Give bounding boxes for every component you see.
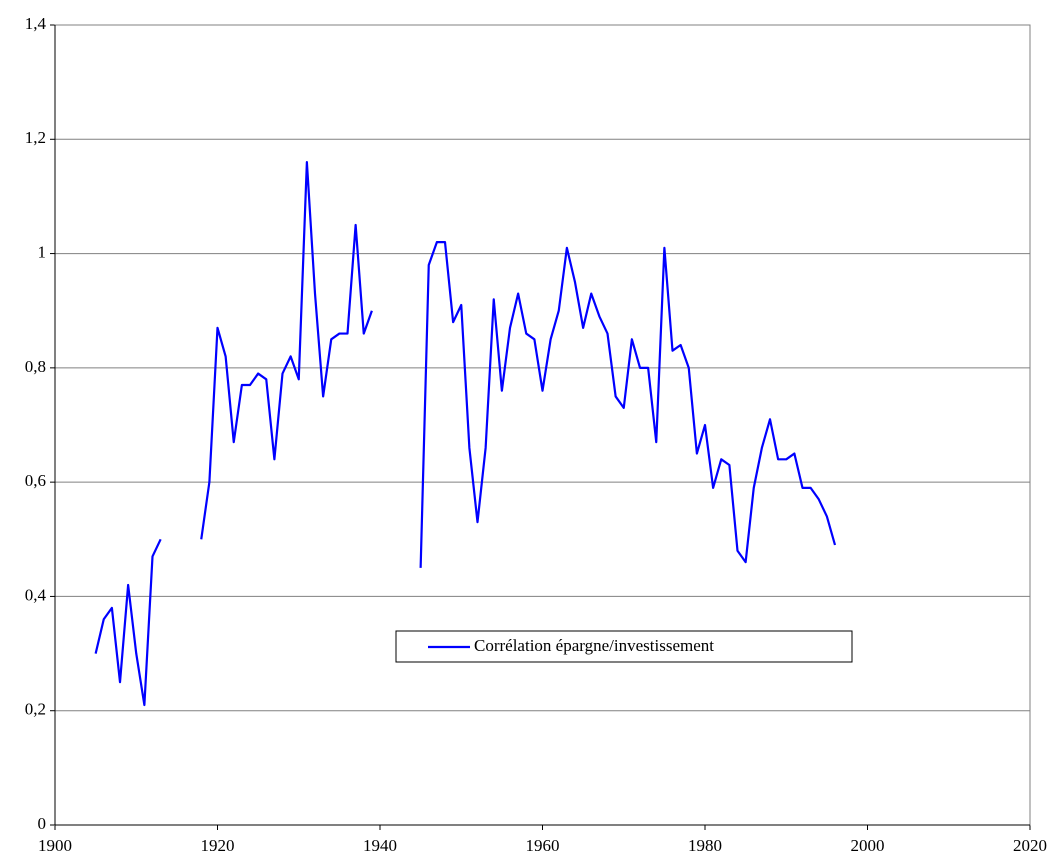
data-line bbox=[94, 161, 837, 707]
x-tick-label: 1960 bbox=[526, 836, 560, 855]
legend-box bbox=[395, 630, 853, 663]
x-tick-label: 1940 bbox=[363, 836, 397, 855]
plot-border bbox=[54, 24, 1031, 826]
y-tick-label: 0 bbox=[38, 814, 47, 833]
legend-label: Corrélation épargne/investissement bbox=[474, 636, 714, 655]
y-tick-label: 1 bbox=[38, 242, 47, 261]
y-tick-label: 1,4 bbox=[25, 14, 47, 33]
x-tick-label: 1980 bbox=[688, 836, 722, 855]
x-tick-label: 1920 bbox=[201, 836, 235, 855]
y-tick-label: 1,2 bbox=[25, 128, 46, 147]
x-tick-label: 1900 bbox=[38, 836, 72, 855]
x-tick-label: 2020 bbox=[1013, 836, 1047, 855]
y-tick-label: 0,4 bbox=[25, 585, 47, 604]
y-tick-label: 0,2 bbox=[25, 700, 46, 719]
y-tick-label: 0,6 bbox=[25, 471, 46, 490]
x-tick-label: 2000 bbox=[851, 836, 885, 855]
y-tick-label: 0,8 bbox=[25, 357, 46, 376]
